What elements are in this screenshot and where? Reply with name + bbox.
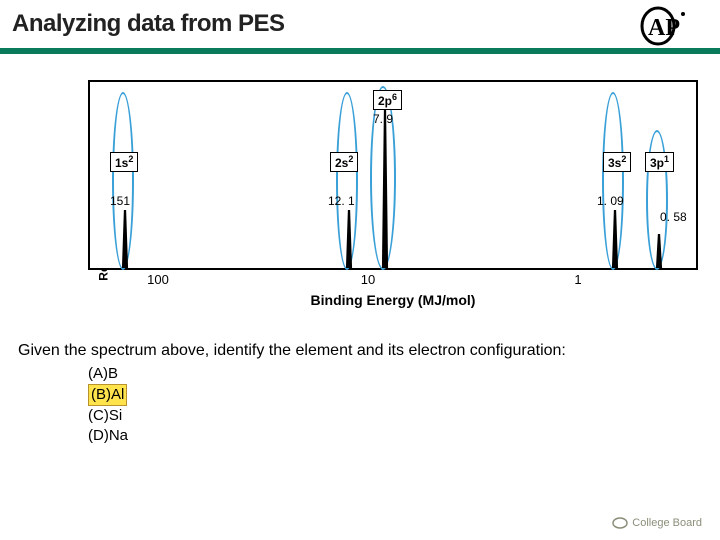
collegeboard-text: College Board: [632, 517, 702, 529]
question-prompt: Given the spectrum above, identify the e…: [18, 340, 702, 362]
collegeboard-logo: College Board: [611, 516, 702, 530]
x-axis-label: Binding Energy (MJ/mol): [88, 292, 698, 308]
peak-label-3s2: 3s2: [603, 152, 631, 172]
peak-value-3p1: 0. 58: [660, 210, 687, 224]
peak-value-2s2: 12. 1: [328, 194, 355, 208]
peak-label-3p1: 3p1: [645, 152, 674, 172]
option-B[interactable]: (B)Al: [88, 384, 127, 406]
pes-chart: Relative Number of Electrons 1s21512p67.…: [50, 80, 700, 300]
peak-2s2: [342, 208, 356, 268]
question-block: Given the spectrum above, identify the e…: [18, 340, 702, 447]
x-axis-ticks: 100 10 1: [88, 272, 698, 292]
svg-text:AP: AP: [648, 15, 680, 41]
ap-logo: AP: [638, 6, 700, 46]
peak-label-2s2: 2s2: [330, 152, 358, 172]
option-A[interactable]: (A)B: [88, 364, 702, 384]
answer-options: (A)B(B)Al(C)Si(D)Na: [88, 364, 702, 447]
x-tick: 100: [147, 272, 169, 287]
slide-title: Analyzing data from PES: [0, 0, 720, 38]
x-tick: 10: [361, 272, 375, 287]
peak-1s2: [118, 208, 132, 268]
chart-plot-area: 1s2 151 2p6 7. 9 2s2 12. 1 3s2 1. 09 3p1 0. 58: [88, 80, 698, 270]
peak-2p6: [378, 108, 392, 268]
peak-3p1: [652, 232, 666, 268]
option-D[interactable]: (D)Na: [88, 426, 702, 446]
option-C[interactable]: (C)Si: [88, 406, 702, 426]
peak-3s2: [608, 208, 622, 268]
peak-value-1s2: 151: [110, 194, 130, 208]
x-tick: 1: [574, 272, 581, 287]
peak-value-2p6: 7. 9: [373, 112, 393, 126]
peak-value-3s2: 1. 09: [597, 194, 624, 208]
peak-label-1s2: 1s2: [110, 152, 138, 172]
slide-header: Analyzing data from PES AP: [0, 0, 720, 54]
peak-label-2p6: 2p6: [373, 90, 402, 110]
